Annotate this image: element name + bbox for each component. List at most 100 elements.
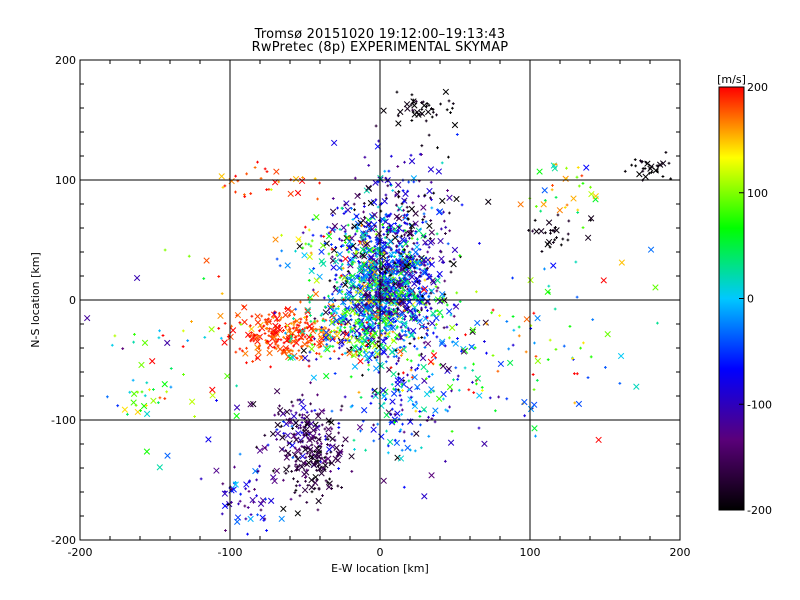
data-point-cross: [398, 297, 405, 305]
data-point-plus: [275, 257, 279, 261]
data-point-cross: [363, 327, 370, 335]
grid-lines: [80, 60, 680, 540]
data-point-plus: [339, 274, 343, 278]
data-point-cross: [553, 227, 560, 234]
data-point-cross: [618, 259, 625, 266]
data-point-plus: [394, 232, 398, 236]
data-point-plus: [400, 329, 404, 333]
data-point-plus: [313, 319, 317, 323]
data-point-cross: [274, 421, 281, 429]
data-point-plus: [424, 119, 428, 123]
data-point-cross: [316, 273, 323, 280]
data-point-cross: [534, 315, 541, 322]
data-point-plus: [427, 375, 431, 379]
data-point-plus: [354, 335, 358, 338]
data-point-cross: [303, 426, 310, 434]
data-point-plus: [248, 479, 252, 483]
data-point-plus: [431, 110, 435, 114]
data-point-plus: [105, 395, 109, 399]
data-point-plus: [276, 337, 280, 341]
data-point-plus: [532, 311, 536, 315]
data-point-cross: [387, 319, 394, 327]
data-point-plus: [472, 391, 476, 394]
data-point-plus: [497, 395, 501, 399]
data-point-plus: [140, 390, 144, 394]
data-point-plus: [278, 318, 282, 322]
data-point-cross: [413, 243, 421, 251]
data-point-plus: [340, 486, 344, 489]
data-point-plus: [634, 164, 638, 168]
data-point-cross: [308, 476, 315, 484]
data-point-plus: [432, 191, 436, 195]
data-point-cross: [209, 386, 216, 393]
data-point-plus: [351, 260, 355, 264]
data-point-plus: [413, 344, 416, 348]
data-point-cross: [331, 307, 338, 314]
data-point-plus: [400, 385, 404, 389]
data-point-plus: [357, 259, 360, 263]
data-point-cross: [430, 352, 438, 359]
data-point-plus: [400, 382, 404, 386]
data-point-plus: [341, 302, 345, 306]
data-point-plus: [427, 103, 431, 107]
data-point-plus: [389, 323, 393, 327]
data-point-plus: [415, 347, 419, 351]
data-point-plus: [421, 220, 425, 224]
data-point-plus: [381, 225, 385, 229]
data-point-plus: [394, 203, 398, 207]
data-point-plus: [267, 317, 270, 321]
data-point-plus: [441, 315, 444, 319]
data-point-plus: [289, 337, 293, 341]
data-point-plus: [336, 484, 340, 488]
data-point-cross: [435, 168, 443, 175]
data-point-plus: [356, 248, 360, 252]
data-point-cross: [221, 490, 229, 497]
data-point-plus: [396, 388, 400, 392]
data-point-plus: [471, 380, 474, 384]
data-point-plus: [406, 291, 410, 295]
data-point-plus: [403, 439, 406, 443]
data-point-plus: [420, 144, 424, 148]
data-point-plus: [186, 339, 190, 343]
data-point-cross: [534, 357, 542, 365]
data-point-plus: [345, 246, 349, 249]
data-point-plus: [419, 446, 423, 450]
data-point-plus: [344, 338, 348, 342]
data-point-plus: [243, 504, 247, 508]
data-point-plus: [442, 397, 445, 401]
data-point-plus: [143, 394, 147, 398]
data-point-cross: [439, 290, 446, 298]
data-point-plus: [354, 252, 358, 255]
data-point-plus: [398, 242, 401, 245]
data-point-cross: [380, 387, 387, 394]
data-point-cross: [329, 435, 336, 442]
data-point-plus: [337, 357, 341, 361]
data-point-cross: [242, 350, 249, 357]
data-point-plus: [343, 351, 347, 355]
data-point-plus: [460, 349, 463, 353]
data-point-plus: [533, 218, 537, 222]
data-point-plus: [363, 332, 367, 336]
data-point-plus: [330, 292, 334, 296]
data-point-plus: [472, 362, 475, 366]
data-point-cross: [409, 262, 416, 270]
data-point-plus: [427, 415, 430, 419]
data-point-plus: [346, 223, 350, 227]
data-point-plus: [306, 344, 310, 348]
data-point-plus: [311, 288, 315, 292]
data-point-cross: [395, 292, 403, 299]
data-point-plus: [573, 401, 577, 405]
data-point-plus: [435, 232, 439, 236]
data-point-plus: [397, 208, 401, 212]
data-point-plus: [385, 295, 389, 299]
data-point-plus: [401, 317, 404, 320]
data-point-plus: [398, 346, 402, 349]
data-point-plus: [326, 443, 329, 446]
data-point-plus: [370, 338, 373, 342]
data-point-plus: [418, 152, 422, 156]
data-point-cross: [406, 230, 413, 237]
data-point-plus: [420, 112, 424, 116]
data-point-cross: [383, 265, 390, 273]
data-point-plus: [279, 338, 283, 342]
data-point-plus: [405, 244, 409, 248]
